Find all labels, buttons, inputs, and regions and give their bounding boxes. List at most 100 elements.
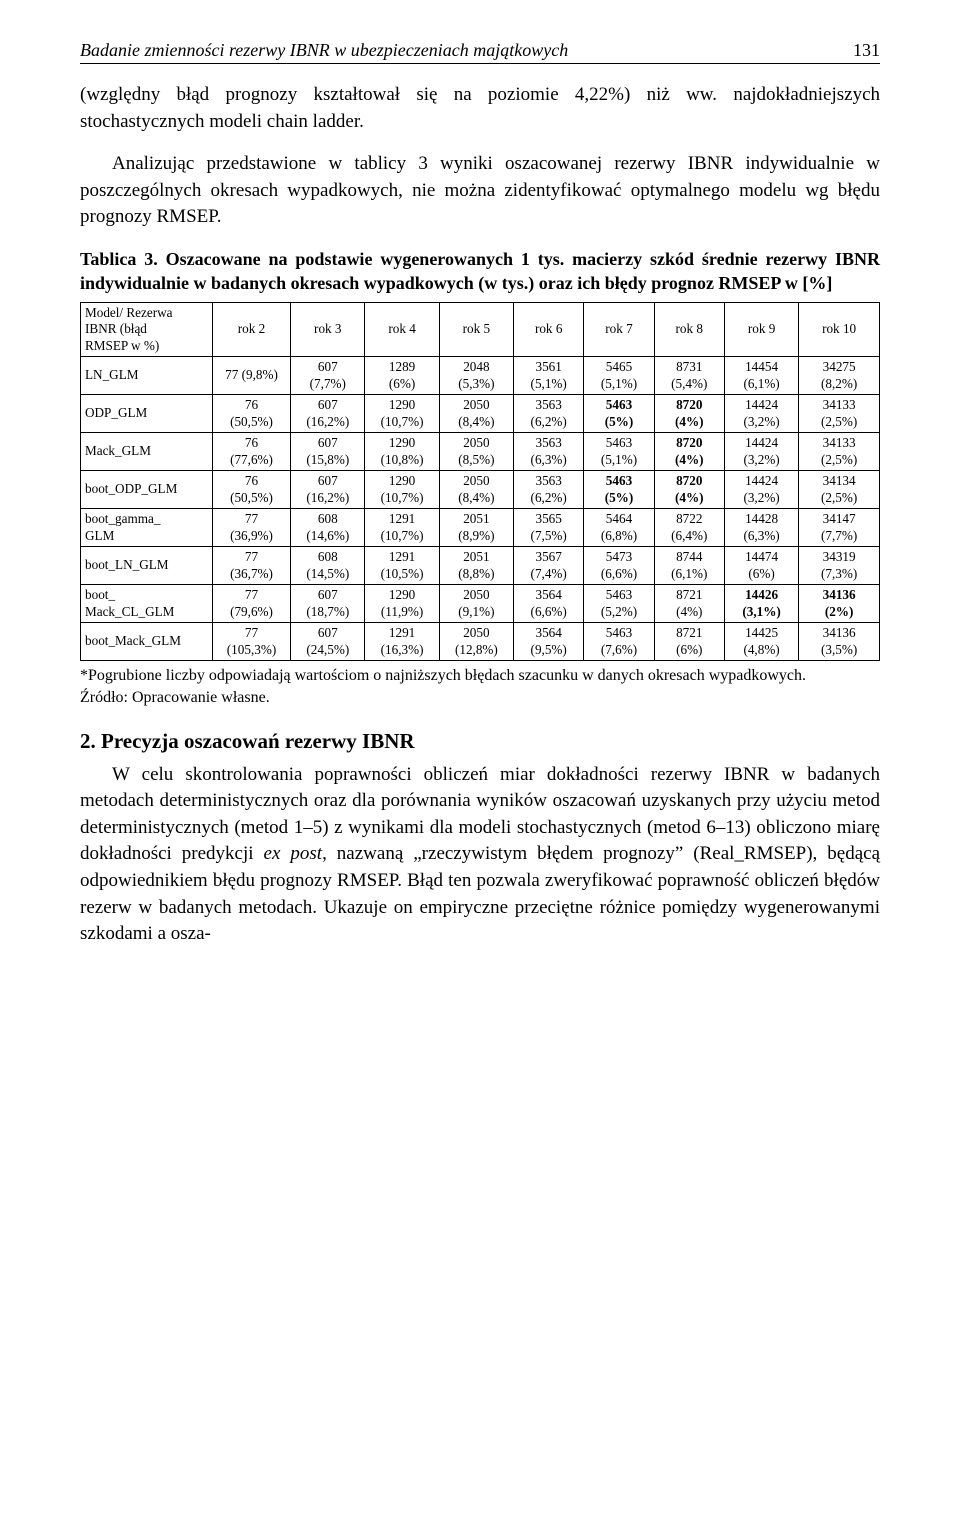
table3-cell: 607(15,8%): [291, 433, 365, 471]
table3-cell: 8720(4%): [654, 471, 724, 509]
table3-source: Źródło: Opracowanie własne.: [80, 689, 880, 707]
table3-cell: 77(105,3%): [212, 623, 290, 661]
table3-cell: 77 (9,8%): [212, 357, 290, 395]
table3-cell: 3561(5,1%): [514, 357, 584, 395]
table3-head-col-8: rok 8: [654, 302, 724, 357]
table3-cell: 1290(10,7%): [365, 395, 439, 433]
table3-cell: 34133(2,5%): [799, 395, 880, 433]
table3-cell: 3565(7,5%): [514, 509, 584, 547]
paragraph-1: (względny błąd prognozy kształtował się …: [80, 82, 880, 135]
table3-cell: 5463(5%): [584, 471, 654, 509]
table3-cell: 3564(9,5%): [514, 623, 584, 661]
table3-cell: 2050(8,4%): [439, 395, 513, 433]
table3-cell: 34136(2%): [799, 585, 880, 623]
table3-cell: 76(50,5%): [212, 395, 290, 433]
table3-cell: 34136(3,5%): [799, 623, 880, 661]
table3-cell: 8731(5,4%): [654, 357, 724, 395]
table3-cell: 14424(3,2%): [724, 433, 798, 471]
paragraph-2: Analizując przedstawione w tablicy 3 wyn…: [80, 151, 880, 231]
table3-cell: 14428(6,3%): [724, 509, 798, 547]
table3-cell: 1291(10,7%): [365, 509, 439, 547]
table3-cell: 1291(16,3%): [365, 623, 439, 661]
table3-row-label: LN_GLM: [81, 357, 213, 395]
table3-cell: 3563(6,3%): [514, 433, 584, 471]
table3-cell: 8720(4%): [654, 395, 724, 433]
table3-cell: 8744(6,1%): [654, 547, 724, 585]
table-row: Mack_GLM76(77,6%)607(15,8%)1290(10,8%)20…: [81, 433, 880, 471]
table3-cell: 1290(10,8%): [365, 433, 439, 471]
table-row: boot_LN_GLM77(36,7%)608(14,5%)1291(10,5%…: [81, 547, 880, 585]
table3-cell: 5463(5,1%): [584, 433, 654, 471]
table3-cell: 607(18,7%): [291, 585, 365, 623]
table3-cell: 607(16,2%): [291, 471, 365, 509]
table3-cell: 2050(8,4%): [439, 471, 513, 509]
table3-row-label: Mack_GLM: [81, 433, 213, 471]
table3-row-label: boot_gamma_GLM: [81, 509, 213, 547]
table-row: LN_GLM77 (9,8%)607(7,7%)1289(6%)2048(5,3…: [81, 357, 880, 395]
table-row: ODP_GLM76(50,5%)607(16,2%)1290(10,7%)205…: [81, 395, 880, 433]
table3-cell: 5473(6,6%): [584, 547, 654, 585]
table3-cell: 14426(3,1%): [724, 585, 798, 623]
table3-head-col-4: rok 4: [365, 302, 439, 357]
running-header-page: 131: [853, 40, 880, 61]
table3-cell: 34133(2,5%): [799, 433, 880, 471]
table3-cell: 34134(2,5%): [799, 471, 880, 509]
table3-cell: 76(77,6%): [212, 433, 290, 471]
table3-cell: 77(36,7%): [212, 547, 290, 585]
table3-cell: 2051(8,9%): [439, 509, 513, 547]
table3-cell: 5463(5%): [584, 395, 654, 433]
table3-cell: 3563(6,2%): [514, 395, 584, 433]
table3-head-col-7: rok 7: [584, 302, 654, 357]
table3-cell: 8722(6,4%): [654, 509, 724, 547]
page: Badanie zmienności rezerwy IBNR w ubezpi…: [0, 0, 960, 1014]
table3-cell: 8720(4%): [654, 433, 724, 471]
table3-cell: 5463(7,6%): [584, 623, 654, 661]
table-row: boot_Mack_CL_GLM77(79,6%)607(18,7%)1290(…: [81, 585, 880, 623]
table3-head-col-9: rok 9: [724, 302, 798, 357]
section2-para-italic: ex post: [264, 843, 323, 864]
table3-cell: 608(14,6%): [291, 509, 365, 547]
table3-cell: 3564(6,6%): [514, 585, 584, 623]
table3-cell: 3563(6,2%): [514, 471, 584, 509]
table3: Model/ RezerwaIBNR (błądRMSEP w %)rok 2r…: [80, 302, 880, 662]
table-row: boot_gamma_GLM77(36,9%)608(14,6%)1291(10…: [81, 509, 880, 547]
table3-cell: 14425(4,8%): [724, 623, 798, 661]
table3-cell: 14424(3,2%): [724, 395, 798, 433]
table3-cell: 607(24,5%): [291, 623, 365, 661]
table3-cell: 1289(6%): [365, 357, 439, 395]
table3-footnote: *Pogrubione liczby odpowiadają wartościo…: [80, 665, 880, 687]
table3-cell: 34147(7,7%): [799, 509, 880, 547]
table3-head-col-3: rok 3: [291, 302, 365, 357]
table3-head-model: Model/ RezerwaIBNR (błądRMSEP w %): [81, 302, 213, 357]
table3-cell: 607(16,2%): [291, 395, 365, 433]
table3-cell: 34319(7,3%): [799, 547, 880, 585]
table3-cell: 76(50,5%): [212, 471, 290, 509]
table3-cell: 2050(9,1%): [439, 585, 513, 623]
table3-cell: 5463(5,2%): [584, 585, 654, 623]
table-row: boot_ODP_GLM76(50,5%)607(16,2%)1290(10,7…: [81, 471, 880, 509]
section2-para: W celu skontrolowania poprawności oblicz…: [80, 762, 880, 948]
table3-cell: 3567(7,4%): [514, 547, 584, 585]
table3-head-col-5: rok 5: [439, 302, 513, 357]
para1-line-a: (względny błąd prognozy kształtował się …: [80, 84, 880, 132]
table3-row-label: boot_Mack_GLM: [81, 623, 213, 661]
table3-cell: 607(7,7%): [291, 357, 365, 395]
table3-cell: 1290(11,9%): [365, 585, 439, 623]
running-header: Badanie zmienności rezerwy IBNR w ubezpi…: [80, 40, 880, 64]
table3-row-label: boot_LN_GLM: [81, 547, 213, 585]
table3-head-col-6: rok 6: [514, 302, 584, 357]
section2-title: 2. Precyzja oszacowań rezerwy IBNR: [80, 729, 880, 754]
table3-cell: 8721(6%): [654, 623, 724, 661]
table3-cell: 5464(6,8%): [584, 509, 654, 547]
table3-head-col-10: rok 10: [799, 302, 880, 357]
table3-row-label: boot_ODP_GLM: [81, 471, 213, 509]
table3-cell: 77(79,6%): [212, 585, 290, 623]
table3-cell: 14474(6%): [724, 547, 798, 585]
table3-caption: Tablica 3. Oszacowane na podstawie wygen…: [80, 247, 880, 296]
table3-cell: 34275(8,2%): [799, 357, 880, 395]
table3-cell: 2050(12,8%): [439, 623, 513, 661]
table3-cell: 2048(5,3%): [439, 357, 513, 395]
table3-cell: 2051(8,8%): [439, 547, 513, 585]
table3-row-label: ODP_GLM: [81, 395, 213, 433]
table3-cell: 1291(10,5%): [365, 547, 439, 585]
